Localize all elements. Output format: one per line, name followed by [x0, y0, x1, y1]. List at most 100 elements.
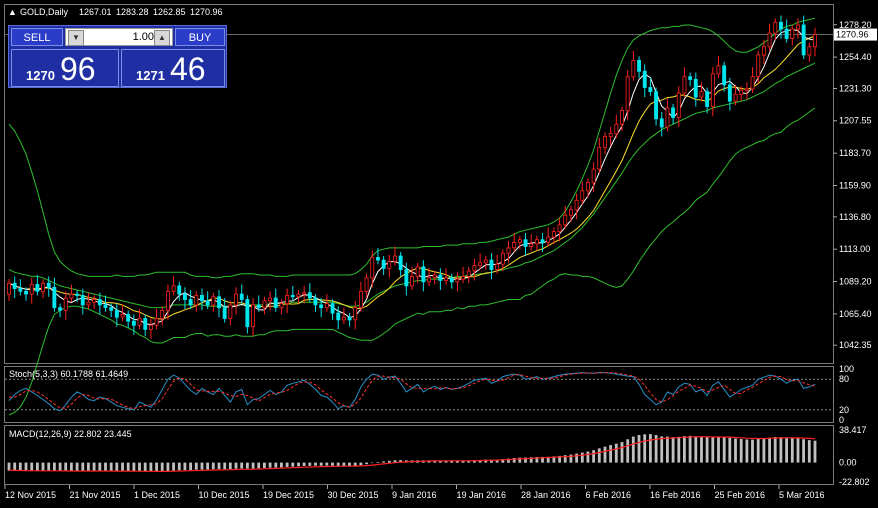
lot-increase-arrow-icon[interactable]: ▲	[154, 30, 170, 46]
macd-bar	[160, 462, 164, 472]
candle-body	[285, 294, 290, 304]
macd-bar	[603, 446, 607, 463]
candles	[7, 15, 817, 339]
candle-body	[466, 270, 471, 277]
macd-bar	[631, 436, 635, 463]
macd-bar	[189, 462, 192, 470]
candle-body	[12, 282, 17, 290]
macd-bar	[92, 462, 96, 471]
candle	[165, 284, 170, 320]
macd-bar	[490, 459, 493, 463]
macd-bar	[194, 462, 198, 470]
candle-body	[432, 274, 437, 279]
macd-bar	[643, 434, 647, 463]
macd-bar	[773, 437, 777, 463]
candle	[114, 303, 119, 327]
candle-body	[779, 21, 783, 30]
candle	[813, 27, 817, 57]
candle-body	[268, 297, 272, 302]
candle-body	[143, 318, 148, 330]
candle-body	[449, 277, 454, 283]
candle	[603, 132, 607, 155]
candle	[199, 288, 204, 311]
macd-label: MACD(12,26,9) 22.802 23.445	[9, 429, 132, 439]
candle-body	[750, 76, 755, 90]
lot-decrease-arrow-icon[interactable]: ▼	[68, 30, 84, 46]
macd-bar	[813, 440, 817, 463]
macd-bar	[7, 462, 11, 471]
macd-bar	[768, 437, 771, 463]
candle-body	[580, 190, 585, 201]
macd-bar	[790, 437, 794, 463]
price-tick-label: 1089.20	[839, 277, 872, 287]
candle	[688, 72, 693, 87]
candle-body	[415, 266, 420, 277]
candle	[517, 235, 522, 250]
time-axis: 12 Nov 2015 21 Nov 2015 1 Dec 2015 10 Dec 2…	[4, 485, 825, 500]
macd-bar	[478, 460, 482, 463]
macd-bar	[535, 457, 539, 463]
macd-bar	[507, 458, 510, 463]
candle-body	[733, 93, 738, 102]
candle	[222, 298, 227, 323]
candle-body	[120, 313, 125, 318]
candle-body	[205, 300, 210, 306]
buy-button[interactable]: BUY	[175, 28, 225, 46]
sell-button[interactable]: SELL	[11, 28, 63, 46]
header-symbol: GOLD,Daily	[20, 7, 69, 17]
candle	[375, 247, 380, 265]
candle-body	[222, 307, 227, 319]
candle	[228, 300, 233, 326]
candle	[205, 291, 210, 310]
price-tick-label: 1278.20	[839, 20, 872, 30]
candle	[353, 300, 358, 330]
macd-bar	[41, 462, 45, 471]
candle-body	[18, 288, 23, 292]
macd-bar	[796, 438, 800, 463]
lot-size-input[interactable]	[86, 29, 154, 45]
candle	[540, 232, 545, 252]
sell-price-box[interactable]: 1270 96	[11, 49, 119, 87]
candle	[211, 292, 216, 312]
buy-price-box[interactable]: 1271 46	[121, 49, 225, 87]
candle	[97, 292, 102, 315]
candle	[109, 303, 114, 318]
candle-body	[69, 293, 74, 299]
macd-bar	[143, 462, 147, 472]
candle	[801, 15, 806, 59]
candle	[273, 288, 278, 312]
candle-body	[182, 293, 187, 300]
macd-bar	[597, 448, 601, 463]
candle-body	[512, 241, 517, 249]
price-tick-label: 1254.40	[839, 52, 872, 62]
macd-bar	[779, 437, 783, 463]
candle	[557, 217, 562, 242]
candle-body	[551, 231, 556, 238]
candle	[574, 193, 579, 220]
candle-body	[29, 284, 34, 295]
candle	[392, 246, 397, 266]
macd-bar	[660, 436, 664, 463]
candle	[18, 279, 23, 296]
header-high: 1283.28	[116, 7, 149, 17]
candle	[336, 306, 341, 330]
candle	[239, 284, 244, 304]
header-collapse-icon[interactable]: ▲	[8, 7, 17, 17]
candle-body	[131, 320, 136, 326]
candle-body	[41, 282, 45, 292]
candle-body	[375, 256, 380, 261]
candle	[24, 287, 28, 301]
macd-bar	[728, 437, 732, 463]
time-tick-label: 30 Dec 2015	[328, 490, 379, 500]
macd-bar	[223, 462, 227, 470]
candle	[767, 23, 772, 51]
candle	[779, 15, 783, 39]
macd-bar	[308, 462, 312, 466]
macd-bar	[444, 460, 448, 463]
candle	[52, 277, 57, 312]
macd-bar	[666, 436, 669, 463]
candle	[279, 299, 284, 315]
candle	[699, 82, 704, 102]
candle-body	[148, 324, 153, 330]
